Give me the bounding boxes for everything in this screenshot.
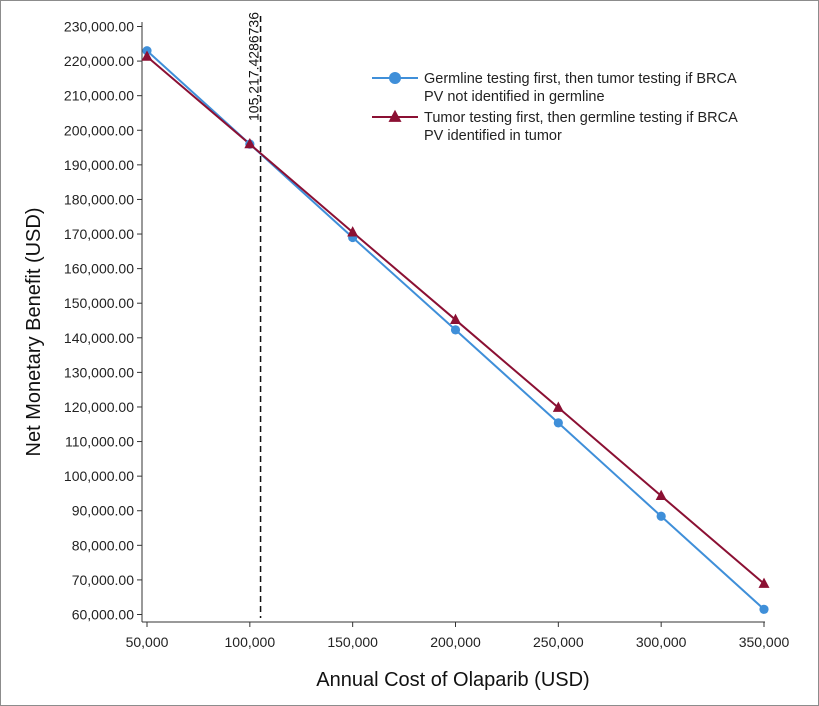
data-point-triangle <box>655 489 667 501</box>
data-point-triangle <box>244 137 256 149</box>
y-tick-label: 140,000.00 <box>64 330 134 346</box>
legend-label: PV not identified in germline <box>424 89 605 105</box>
y-tick-label: 80,000.00 <box>72 537 134 553</box>
x-tick-label: 350,000 <box>739 634 790 650</box>
y-tick-label: 190,000.00 <box>64 157 134 173</box>
x-tick-label: 150,000 <box>327 634 378 650</box>
y-tick-label: 220,000.00 <box>64 53 134 69</box>
y-tick-label: 120,000.00 <box>64 399 134 415</box>
y-tick-label: 100,000.00 <box>64 468 134 484</box>
y-tick-label: 160,000.00 <box>64 261 134 277</box>
x-tick-label: 100,000 <box>225 634 276 650</box>
data-point-circle <box>450 325 461 335</box>
legend: Germline testing first, then tumor testi… <box>372 71 738 144</box>
y-tick-label: 180,000.00 <box>64 191 134 207</box>
threshold-label: 105,217.4286736 <box>246 12 262 121</box>
y-tick-label: 230,000.00 <box>64 19 134 35</box>
x-tick-label: 250,000 <box>533 634 584 650</box>
y-tick-label: 110,000.00 <box>65 434 134 450</box>
y-tick-label: 130,000.00 <box>64 364 134 380</box>
y-tick-label: 210,000.00 <box>64 88 134 104</box>
y-axis-title: Net Monetary Benefit (USD) <box>23 208 45 457</box>
x-tick-label: 300,000 <box>636 634 687 650</box>
data-point-triangle <box>450 313 461 324</box>
data-point-triangle <box>758 577 770 588</box>
y-tick-label: 170,000.00 <box>64 226 134 242</box>
axes: 60,000.00 70,000.00 80,000.00 90,000.00 100,… <box>64 19 790 651</box>
legend-label: Germline testing first, then tumor testi… <box>424 71 737 87</box>
data-point-triangle <box>388 109 402 122</box>
data-point-circle <box>553 418 563 428</box>
legend-marker-circle <box>389 72 401 84</box>
y-tick-label: 90,000.00 <box>72 503 134 519</box>
data-point-triangle <box>552 401 564 412</box>
legend-label: Tumor testing first, then germline testi… <box>424 110 738 126</box>
legend-label: PV identified in tumor <box>424 128 562 144</box>
y-tick-label: 200,000.00 <box>64 122 134 138</box>
threshold-annotation: 105,217.4286736 <box>246 12 262 618</box>
data-point-circle <box>656 511 666 521</box>
y-tick-label: 70,000.00 <box>72 572 134 588</box>
data-point-triangle <box>141 50 153 61</box>
y-tick-label: 150,000.00 <box>64 295 134 311</box>
x-axis-title: Annual Cost of Olaparib (USD) <box>316 669 589 691</box>
x-tick-label: 200,000 <box>430 634 481 650</box>
data-point-triangle <box>347 226 359 237</box>
y-tick-label: 60,000.00 <box>72 607 134 623</box>
data-point-circle <box>759 604 769 614</box>
series-group <box>141 46 770 614</box>
x-tick-label: 50,000 <box>126 634 169 650</box>
